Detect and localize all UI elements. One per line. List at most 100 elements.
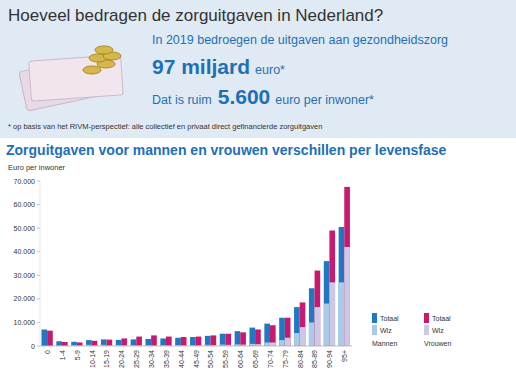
coin: [95, 46, 113, 54]
legend-group: Mannen: [372, 340, 397, 347]
x-tick-label: 20-24: [118, 350, 125, 368]
legend-label: Totaal: [432, 315, 451, 322]
bar: [240, 332, 246, 346]
bar: [255, 330, 261, 347]
legend-swatch: [424, 313, 429, 323]
bar: [285, 318, 291, 346]
x-tick-label: 55-59: [222, 350, 229, 368]
bar: [339, 282, 345, 346]
x-tick-label: 70-74: [267, 350, 274, 368]
bar: [294, 333, 300, 346]
legend-swatch: [372, 313, 377, 323]
bar: [294, 307, 300, 346]
bar: [249, 344, 255, 346]
x-tick-label: 30-34: [148, 350, 155, 368]
bar: [205, 336, 211, 346]
x-tick-label: 60-64: [237, 350, 244, 368]
bar: [116, 340, 122, 346]
coin: [83, 66, 101, 74]
bar: [86, 340, 92, 346]
x-tick-label: 40-44: [178, 350, 185, 368]
money-icon: [19, 46, 123, 111]
legend-label: Wlz: [380, 327, 392, 334]
legend: Totaal Wlz Mannen Totaal Wlz Vrouwen: [372, 313, 451, 347]
header-background: [0, 0, 516, 138]
bar: [121, 338, 127, 346]
bar: [300, 327, 306, 346]
bar: [101, 339, 107, 346]
bar: [315, 307, 321, 346]
bar: [47, 331, 53, 346]
bar: [160, 338, 166, 346]
bar: [329, 231, 335, 347]
bar: [196, 337, 202, 346]
x-tick-label: 80-84: [297, 350, 304, 368]
bar: [264, 324, 270, 346]
bar: [71, 342, 77, 346]
legend-label: Wlz: [432, 327, 444, 334]
y-tick: [37, 275, 40, 276]
y-tick-label: 70.000: [14, 178, 36, 185]
bar: [166, 337, 172, 346]
header-per-person-intro: Dat is ruim: [152, 93, 212, 107]
x-tick-label: 10-14: [89, 350, 96, 368]
y-axis: [40, 181, 41, 346]
bar: [211, 335, 217, 346]
y-tick-label: 20.000: [14, 295, 36, 302]
bar: [181, 337, 187, 346]
y-tick: [37, 322, 40, 323]
y-tick-label: 0: [31, 343, 35, 350]
bar: [279, 318, 285, 346]
bar: [309, 322, 315, 346]
x-tick-label: 90-94: [326, 350, 333, 368]
bar: [92, 341, 98, 346]
y-tick: [37, 346, 40, 347]
bar: [41, 330, 47, 347]
bar: [344, 247, 350, 346]
chart-title: Zorguitgaven voor mannen en vrouwen vers…: [6, 142, 447, 158]
legend-group: Vrouwen: [424, 340, 451, 347]
bar: [344, 187, 350, 346]
x-tick-label: 95+: [341, 350, 348, 362]
x-tick-label: 5-9: [74, 350, 81, 360]
y-tick: [37, 251, 40, 252]
bar: [270, 325, 276, 346]
bar: [285, 338, 291, 346]
legend-label: Totaal: [380, 315, 399, 322]
y-tick-label: 40.000: [14, 248, 36, 255]
y-tick: [37, 181, 40, 182]
header-amount-unit: euro*: [255, 63, 285, 77]
x-tick-label: 75-79: [282, 350, 289, 368]
page: Hoeveel bedragen de zorguitgaven in Nede…: [0, 0, 516, 380]
bar: [324, 261, 330, 346]
header-amount: 97 miljard: [152, 55, 250, 78]
footnote: * op basis van het RIVM-perspectief: all…: [8, 122, 322, 131]
bar: [235, 331, 241, 346]
banknote: [29, 55, 124, 101]
x-tick-label: 15-19: [103, 350, 110, 368]
bar: [329, 282, 335, 346]
y-tick-label: 10.000: [14, 319, 36, 326]
header-title: Hoeveel bedragen de zorguitgaven in Nede…: [8, 6, 383, 25]
header-per-person-unit: euro per inwoner*: [275, 93, 374, 107]
bars: [41, 187, 349, 346]
header-per-person: 5.600: [218, 85, 271, 108]
bar: [136, 337, 142, 346]
y-tick: [37, 228, 40, 229]
bar: [62, 342, 68, 346]
bar: [270, 342, 276, 346]
bar: [220, 334, 226, 346]
y-tick: [37, 298, 40, 299]
x-tick-label: 45-49: [193, 350, 200, 368]
legend-swatch: [424, 325, 429, 335]
bar: [131, 339, 137, 346]
x-tick-label: 1-4: [59, 350, 66, 360]
legend-swatch: [372, 325, 377, 335]
bar: [190, 337, 196, 346]
x-tick-label: 50-54: [207, 350, 214, 368]
x-axis: [40, 346, 352, 347]
x-tick-label: 35-39: [163, 350, 170, 368]
bar: [107, 340, 113, 346]
bar: [324, 304, 330, 346]
bar: [249, 328, 255, 346]
